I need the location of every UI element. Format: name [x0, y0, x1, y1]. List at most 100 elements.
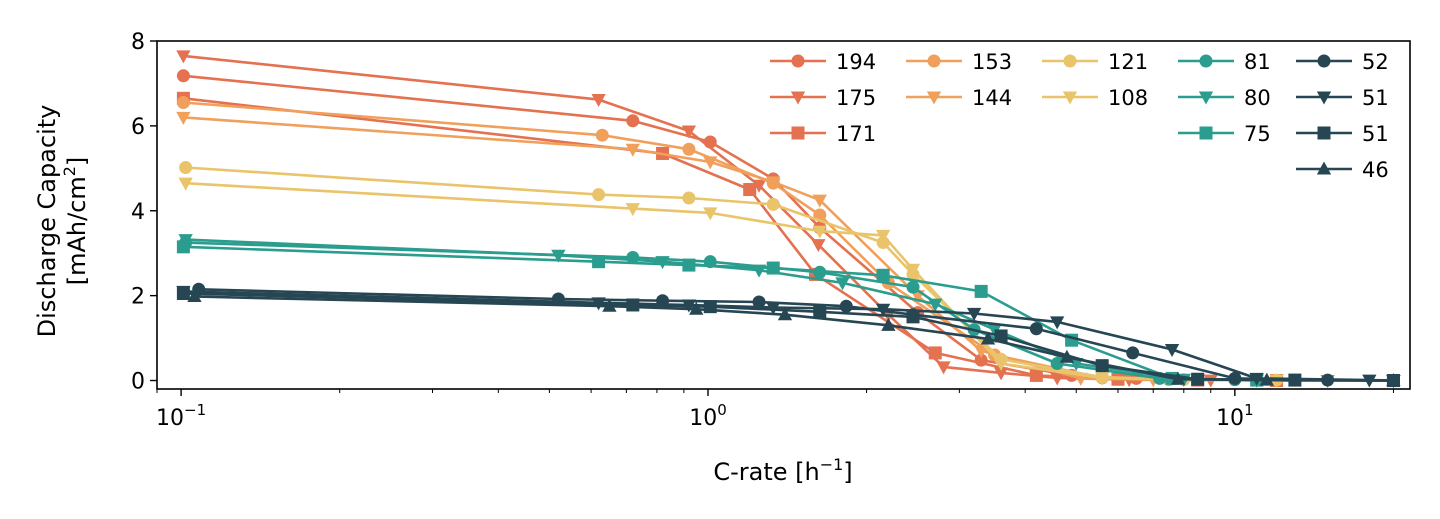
series-line — [183, 290, 1394, 382]
legend-item: 51 — [1296, 122, 1389, 146]
data-point — [176, 50, 191, 64]
data-point — [812, 225, 827, 239]
y-tick-label: 2 — [131, 285, 145, 310]
series-line — [183, 74, 1394, 382]
legend-label: 121 — [1108, 50, 1148, 74]
data-point — [743, 183, 757, 197]
data-point — [813, 305, 827, 319]
legend-item: 171 — [770, 122, 876, 146]
data-point — [625, 203, 640, 217]
series-line — [198, 288, 1394, 382]
data-point — [875, 229, 891, 243]
data-point — [655, 256, 670, 270]
legend-label: 80 — [1244, 86, 1271, 110]
data-point — [703, 156, 718, 170]
data-point — [682, 258, 696, 272]
data-point — [178, 177, 193, 191]
legend-label: 51 — [1362, 122, 1389, 146]
data-point — [1095, 372, 1110, 386]
data-point — [179, 160, 193, 174]
series-line — [194, 295, 1394, 382]
data-point — [1029, 322, 1043, 336]
data-point — [681, 125, 697, 139]
data-point — [752, 295, 766, 309]
y-tick-label: 4 — [131, 200, 145, 225]
data-point — [703, 207, 718, 221]
data-point — [980, 331, 996, 345]
series-51-12 — [176, 287, 1400, 388]
legend-marker — [1317, 54, 1331, 68]
legend-item: 46 — [1296, 158, 1389, 182]
data-point — [626, 114, 640, 128]
legend-label: 46 — [1362, 158, 1389, 182]
legend-item: 121 — [1042, 50, 1148, 74]
legend-marker — [1317, 126, 1331, 140]
data-point — [993, 358, 1009, 372]
legend-marker — [1198, 91, 1214, 105]
data-point — [595, 128, 609, 142]
legend-marker — [790, 91, 806, 105]
data-point — [974, 284, 988, 298]
data-point — [1050, 357, 1064, 371]
legend-marker — [926, 91, 942, 105]
data-point — [176, 240, 190, 254]
data-point — [766, 197, 780, 211]
x-tick-label: 101 — [1216, 401, 1254, 431]
legend-label: 52 — [1362, 50, 1389, 74]
legend-marker — [1316, 91, 1332, 105]
series-144-4 — [176, 111, 1401, 388]
data-point — [625, 143, 640, 157]
data-point — [1164, 344, 1180, 358]
data-point — [906, 310, 920, 324]
data-point — [905, 263, 921, 277]
data-point — [936, 361, 951, 375]
data-point — [839, 299, 853, 313]
legend-item: 153 — [906, 50, 1012, 74]
series-line — [185, 181, 1394, 382]
legend-label: 194 — [836, 50, 876, 74]
y-axis-label-line1: Discharge Capacity — [33, 105, 61, 338]
legend-label: 171 — [836, 122, 876, 146]
series-171-2 — [176, 91, 1400, 388]
legend: 194 175 171 153 144 121 108 81 80 75 52 51 51 46 — [770, 50, 1389, 182]
legend-item: 81 — [1178, 50, 1271, 74]
legend-label: 75 — [1244, 122, 1271, 146]
legend-marker — [1062, 91, 1078, 105]
data-point — [551, 249, 566, 263]
legend-item: 75 — [1178, 122, 1271, 146]
legend-marker — [1199, 54, 1213, 68]
series-46-13 — [187, 289, 1401, 387]
data-point — [766, 261, 780, 275]
legend-marker — [927, 54, 941, 68]
data-point — [592, 255, 606, 269]
legend-marker — [791, 54, 805, 68]
data-point — [766, 176, 781, 190]
data-point — [993, 367, 1009, 381]
data-point — [1170, 371, 1186, 385]
data-point — [682, 191, 696, 205]
legend-label: 81 — [1244, 50, 1271, 74]
data-point — [1050, 316, 1065, 330]
legend-label: 153 — [972, 50, 1012, 74]
series-line — [183, 97, 1394, 382]
data-point — [751, 179, 767, 193]
data-point — [1126, 346, 1140, 360]
data-point — [1259, 372, 1274, 386]
data-point — [875, 303, 891, 317]
legend-label: 51 — [1362, 86, 1389, 110]
data-point — [994, 329, 1008, 343]
y-axis-label-line2: [mAh/cm2] — [60, 157, 91, 286]
legend-item: 194 — [770, 50, 876, 74]
legend-item: 52 — [1296, 50, 1389, 74]
data-point — [906, 280, 920, 294]
data-point — [966, 307, 982, 321]
data-point — [176, 96, 190, 110]
data-point — [592, 188, 606, 202]
data-point — [1059, 349, 1075, 363]
data-point — [602, 298, 617, 312]
legend-marker — [1316, 161, 1332, 175]
series-175-1 — [176, 50, 1401, 388]
data-point — [812, 194, 827, 208]
